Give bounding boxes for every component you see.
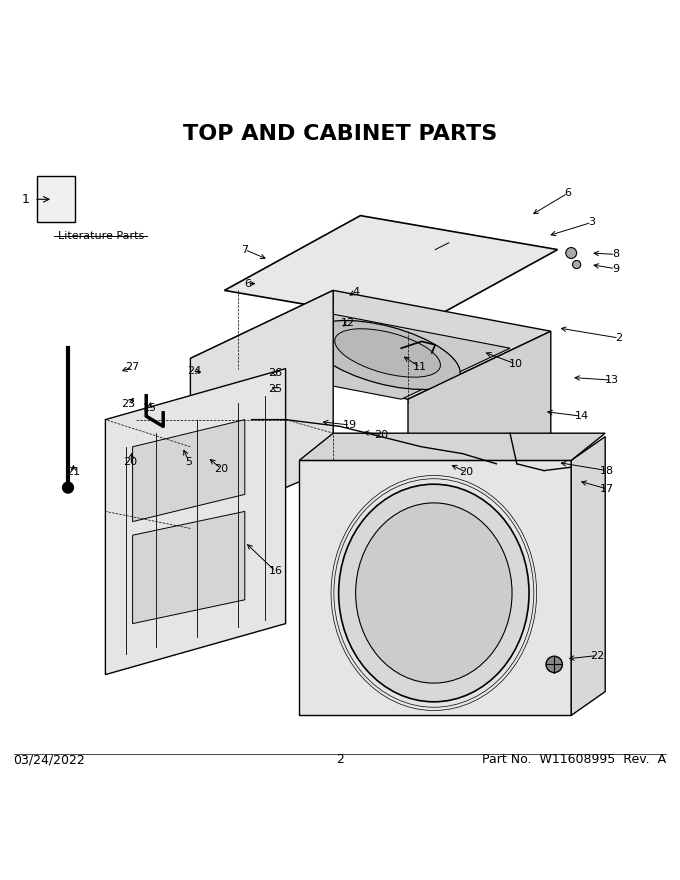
Text: 19: 19 [343, 420, 357, 430]
Polygon shape [299, 460, 571, 715]
Text: 11: 11 [413, 363, 427, 372]
Ellipse shape [356, 502, 512, 683]
Text: 12: 12 [341, 318, 355, 328]
Text: 2: 2 [336, 753, 344, 766]
Polygon shape [224, 314, 510, 400]
Text: 27: 27 [126, 363, 139, 372]
Text: 17: 17 [600, 484, 614, 494]
Circle shape [573, 260, 581, 268]
Text: 6: 6 [245, 279, 252, 289]
Text: 13: 13 [605, 375, 619, 385]
Text: 22: 22 [590, 650, 604, 661]
Text: 4: 4 [352, 287, 359, 297]
Text: 15: 15 [143, 403, 156, 413]
Text: TOP AND CABINET PARTS: TOP AND CABINET PARTS [183, 124, 497, 143]
Ellipse shape [339, 484, 529, 701]
Text: 21: 21 [67, 467, 80, 477]
Text: 20: 20 [124, 457, 137, 466]
Polygon shape [133, 420, 245, 522]
Polygon shape [105, 369, 286, 675]
Text: 03/24/2022: 03/24/2022 [14, 753, 86, 766]
Text: 20: 20 [374, 429, 388, 439]
Text: 26: 26 [269, 369, 282, 378]
Text: 20: 20 [214, 464, 228, 473]
Text: 20: 20 [459, 467, 473, 477]
Text: 8: 8 [612, 249, 619, 260]
Text: Literature Parts: Literature Parts [58, 231, 143, 240]
Text: 9: 9 [612, 264, 619, 274]
Polygon shape [190, 290, 333, 528]
Text: 10: 10 [509, 359, 522, 369]
Circle shape [546, 656, 562, 672]
Text: 25: 25 [269, 384, 282, 394]
Polygon shape [299, 433, 605, 460]
Text: 5: 5 [186, 457, 192, 466]
Circle shape [566, 247, 577, 259]
Polygon shape [190, 290, 551, 400]
Polygon shape [133, 511, 245, 624]
Text: 2: 2 [615, 333, 622, 343]
Text: 18: 18 [600, 466, 614, 475]
Circle shape [63, 482, 73, 493]
Polygon shape [224, 216, 558, 325]
Text: 16: 16 [269, 566, 282, 576]
Text: 14: 14 [575, 411, 588, 422]
Text: 24: 24 [187, 365, 201, 376]
Bar [37, 176, 75, 223]
Text: 23: 23 [121, 399, 135, 409]
Text: 1: 1 [21, 193, 29, 206]
Text: 7: 7 [241, 245, 248, 254]
Polygon shape [571, 436, 605, 715]
Ellipse shape [308, 320, 460, 390]
Text: 6: 6 [564, 188, 571, 198]
Polygon shape [408, 331, 551, 569]
Text: 3: 3 [588, 217, 595, 227]
Ellipse shape [335, 329, 441, 378]
Text: Part No.  W11608995  Rev.  A: Part No. W11608995 Rev. A [482, 753, 666, 766]
